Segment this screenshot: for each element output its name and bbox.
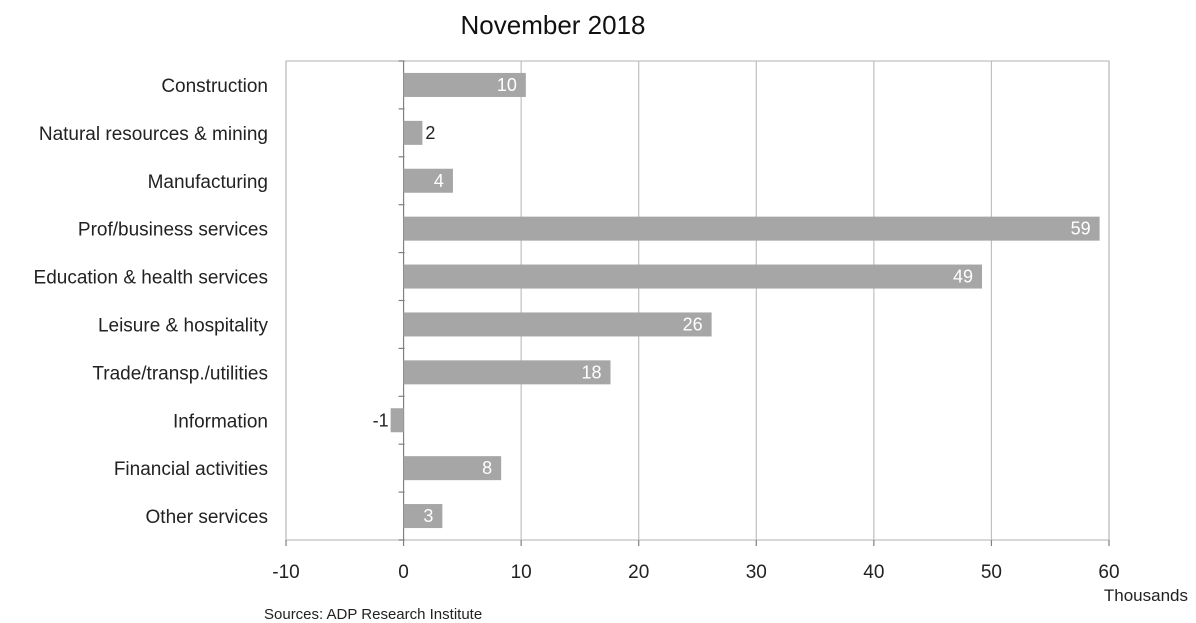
bar <box>403 360 611 385</box>
category-label: Financial activities <box>114 459 268 480</box>
x-tick-label: 20 <box>628 562 649 583</box>
category-label: Leisure & hospitality <box>98 315 269 336</box>
data-label: 8 <box>482 458 492 478</box>
chart-title: November 2018 <box>461 10 646 40</box>
category-label: Construction <box>161 76 268 97</box>
data-label: 59 <box>1071 219 1091 239</box>
x-tick-label: 30 <box>746 562 767 583</box>
x-tick-label: 0 <box>398 562 409 583</box>
bar <box>390 408 404 433</box>
bar <box>403 264 983 289</box>
x-tick-label: 10 <box>511 562 532 583</box>
category-label: Education & health services <box>34 268 268 289</box>
category-label: Information <box>173 411 268 432</box>
category-label: Manufacturing <box>148 172 268 193</box>
bars: 10 2 4 59 49 26 18 -1 8 3 <box>373 72 1100 529</box>
x-unit-label: Thousands <box>1104 586 1188 605</box>
x-tick-labels: -10 0 10 20 30 40 50 60 <box>272 562 1119 583</box>
category-labels: Construction Natural resources & mining Ma… <box>34 76 269 528</box>
category-label: Prof/business services <box>78 220 268 241</box>
category-label: Natural resources & mining <box>39 124 268 145</box>
bar <box>403 168 453 193</box>
bar <box>403 72 526 97</box>
data-label: 4 <box>434 171 444 191</box>
x-tick-label: 50 <box>981 562 1002 583</box>
x-tick-label: 60 <box>1098 562 1119 583</box>
bar <box>403 504 443 529</box>
bar <box>403 312 712 337</box>
x-tick-label: 40 <box>863 562 884 583</box>
data-label: -1 <box>373 410 389 430</box>
data-label: 18 <box>581 362 601 382</box>
data-label: 3 <box>423 506 433 526</box>
bar <box>403 120 423 145</box>
category-label: Other services <box>146 507 268 528</box>
x-tick-label: -10 <box>272 562 299 583</box>
source-note: Sources: ADP Research Institute <box>264 606 482 623</box>
data-label: 49 <box>953 267 973 287</box>
bar <box>403 216 1100 241</box>
category-label: Trade/transp./utilities <box>92 363 268 384</box>
bar <box>403 456 502 481</box>
data-label: 2 <box>425 123 435 143</box>
data-label: 10 <box>497 75 517 95</box>
data-label: 26 <box>683 314 703 334</box>
